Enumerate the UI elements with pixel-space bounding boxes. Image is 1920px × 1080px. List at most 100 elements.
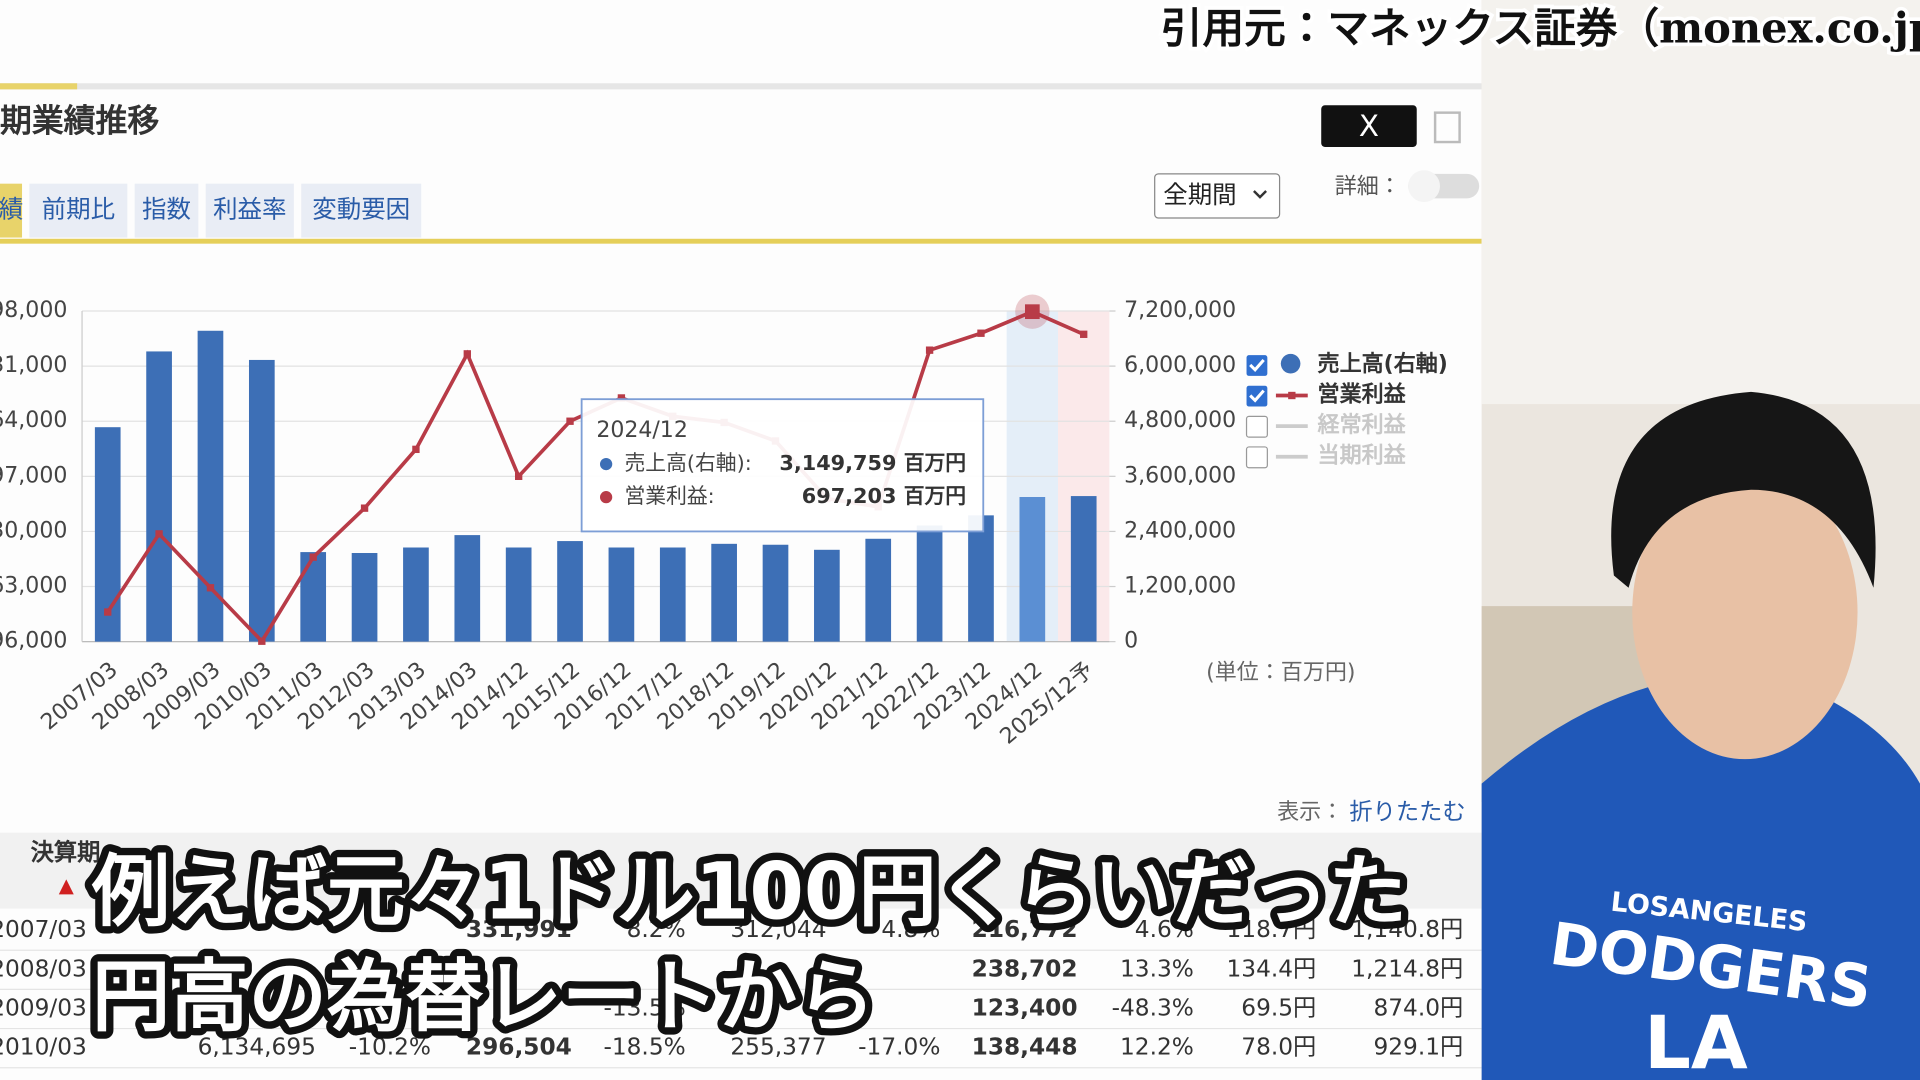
table-cell: 134.4円 bbox=[1227, 955, 1317, 982]
chevron bbox=[1253, 190, 1267, 199]
table-cell: 216,772 bbox=[972, 916, 1078, 943]
table-cell: 69.5円 bbox=[1241, 994, 1316, 1021]
check bbox=[1249, 389, 1265, 403]
line-marker bbox=[1024, 304, 1040, 320]
tab[interactable] bbox=[205, 183, 294, 238]
y-tick-label: 564,000 bbox=[0, 408, 67, 433]
table-cell: 118.7円 bbox=[1227, 916, 1317, 943]
collapse-link[interactable]: 折りたたむ bbox=[1349, 799, 1465, 826]
line-marker bbox=[1080, 330, 1088, 338]
tooltip-dot bbox=[600, 491, 613, 504]
table-cell: 8.2% bbox=[627, 916, 686, 943]
table-cell: 929.1円 bbox=[1373, 1034, 1463, 1061]
line-marker bbox=[463, 350, 471, 358]
y2-tick-label: 1,200,000 bbox=[1124, 574, 1236, 599]
top-rule-accent bbox=[0, 83, 78, 90]
y-tick-label: 363,000 bbox=[0, 574, 67, 599]
line-marker bbox=[566, 417, 574, 425]
share-button[interactable] bbox=[1321, 105, 1417, 147]
sort-indicator: ▲ bbox=[59, 874, 74, 897]
tab[interactable] bbox=[301, 183, 422, 238]
bar bbox=[403, 547, 429, 642]
legend-checkbox[interactable] bbox=[1245, 415, 1268, 438]
table-cell: -18.5% bbox=[603, 1034, 685, 1061]
line-marker bbox=[412, 445, 420, 454]
hoodie bbox=[1481, 685, 1920, 1080]
display-label: 表示： bbox=[1277, 800, 1343, 825]
copy-icon[interactable] bbox=[1433, 111, 1461, 144]
detail-label: 詳細： bbox=[1335, 174, 1401, 199]
y2-tick-label: 6,000,000 bbox=[1124, 353, 1236, 378]
line-marker bbox=[360, 504, 369, 512]
hair bbox=[1611, 391, 1876, 588]
legend-label: 経常利益 bbox=[1317, 412, 1407, 438]
bar bbox=[762, 544, 789, 642]
legend-checkbox[interactable] bbox=[1245, 446, 1268, 469]
bar bbox=[557, 541, 583, 642]
line-marker bbox=[309, 553, 317, 561]
tooltip-value: 697,203 百万円 bbox=[802, 484, 966, 508]
table-cell: 2008/03 bbox=[0, 955, 87, 982]
period-select[interactable] bbox=[1154, 173, 1281, 219]
table-cell: 2010/03 bbox=[0, 1034, 87, 1061]
table-cell: 1,214.8円 bbox=[1351, 955, 1463, 982]
table-cell: 2009/03 bbox=[0, 994, 87, 1021]
y2-tick-label: 3,600,000 bbox=[1124, 463, 1236, 488]
bar bbox=[865, 538, 892, 642]
table-cell: -48.3% bbox=[1112, 994, 1194, 1021]
bar bbox=[1070, 496, 1097, 642]
tab-label: 前期比 bbox=[42, 195, 115, 224]
y2-tick-label: 0 bbox=[1124, 629, 1138, 654]
tab[interactable] bbox=[0, 183, 23, 238]
check bbox=[1249, 358, 1265, 373]
line-marker bbox=[258, 637, 266, 645]
bar bbox=[248, 359, 275, 642]
toggle-knob bbox=[1408, 170, 1440, 203]
table-cell: 312,044 bbox=[730, 916, 826, 943]
citation: 引用元：マネックス証券（monex.co.jp） bbox=[1161, 3, 1920, 52]
y-tick-label: 698,000 bbox=[0, 298, 67, 323]
bar bbox=[94, 427, 121, 642]
tooltip-value: 3,149,759 百万円 bbox=[779, 451, 966, 475]
bar bbox=[300, 552, 327, 642]
tab[interactable] bbox=[29, 183, 128, 238]
legend-swatch-dot bbox=[1288, 391, 1296, 400]
table-cell: 123,400 bbox=[972, 994, 1078, 1021]
tab[interactable] bbox=[134, 183, 199, 238]
y2-tick-label: 2,400,000 bbox=[1124, 518, 1236, 543]
unit-note: (単位：百万円) bbox=[1206, 660, 1355, 685]
bar bbox=[659, 547, 686, 642]
y2-tick-label: 7,200,000 bbox=[1124, 298, 1236, 323]
table-cell: 331,991 bbox=[466, 916, 572, 943]
line-marker bbox=[925, 346, 934, 354]
y-tick-label: 430,000 bbox=[0, 518, 67, 543]
table-cell: -17.0% bbox=[858, 1034, 940, 1061]
y-tick-label: 296,000 bbox=[0, 629, 67, 654]
bar bbox=[711, 543, 737, 642]
line-marker bbox=[514, 472, 523, 480]
bar bbox=[916, 525, 943, 642]
tooltip-label: 営業利益: bbox=[624, 484, 714, 508]
tab-label: 変動要因 bbox=[312, 195, 410, 224]
y-tick-label: 631,000 bbox=[0, 353, 67, 378]
legend-label: 営業利益 bbox=[1318, 382, 1407, 408]
table-cell: -13.5% bbox=[603, 994, 685, 1021]
table-cell: 2007/03 bbox=[0, 916, 87, 943]
tab-rule bbox=[0, 238, 1482, 244]
panel-title: 期業績推移 bbox=[0, 101, 159, 139]
top-rule bbox=[0, 83, 1482, 90]
table-header-cell: 決算期 bbox=[31, 839, 101, 866]
legend-swatch bbox=[1280, 353, 1301, 374]
legend-label: 当期利益 bbox=[1318, 443, 1407, 469]
table-cell: 12.2% bbox=[1120, 1034, 1194, 1061]
table-cell: 6,134,695 bbox=[198, 1034, 316, 1061]
tab-label: 指数 bbox=[142, 195, 191, 224]
tooltip-dot bbox=[600, 457, 613, 471]
line-marker bbox=[155, 530, 163, 538]
face bbox=[1632, 465, 1858, 760]
table-cell: 238,702 bbox=[972, 955, 1078, 982]
